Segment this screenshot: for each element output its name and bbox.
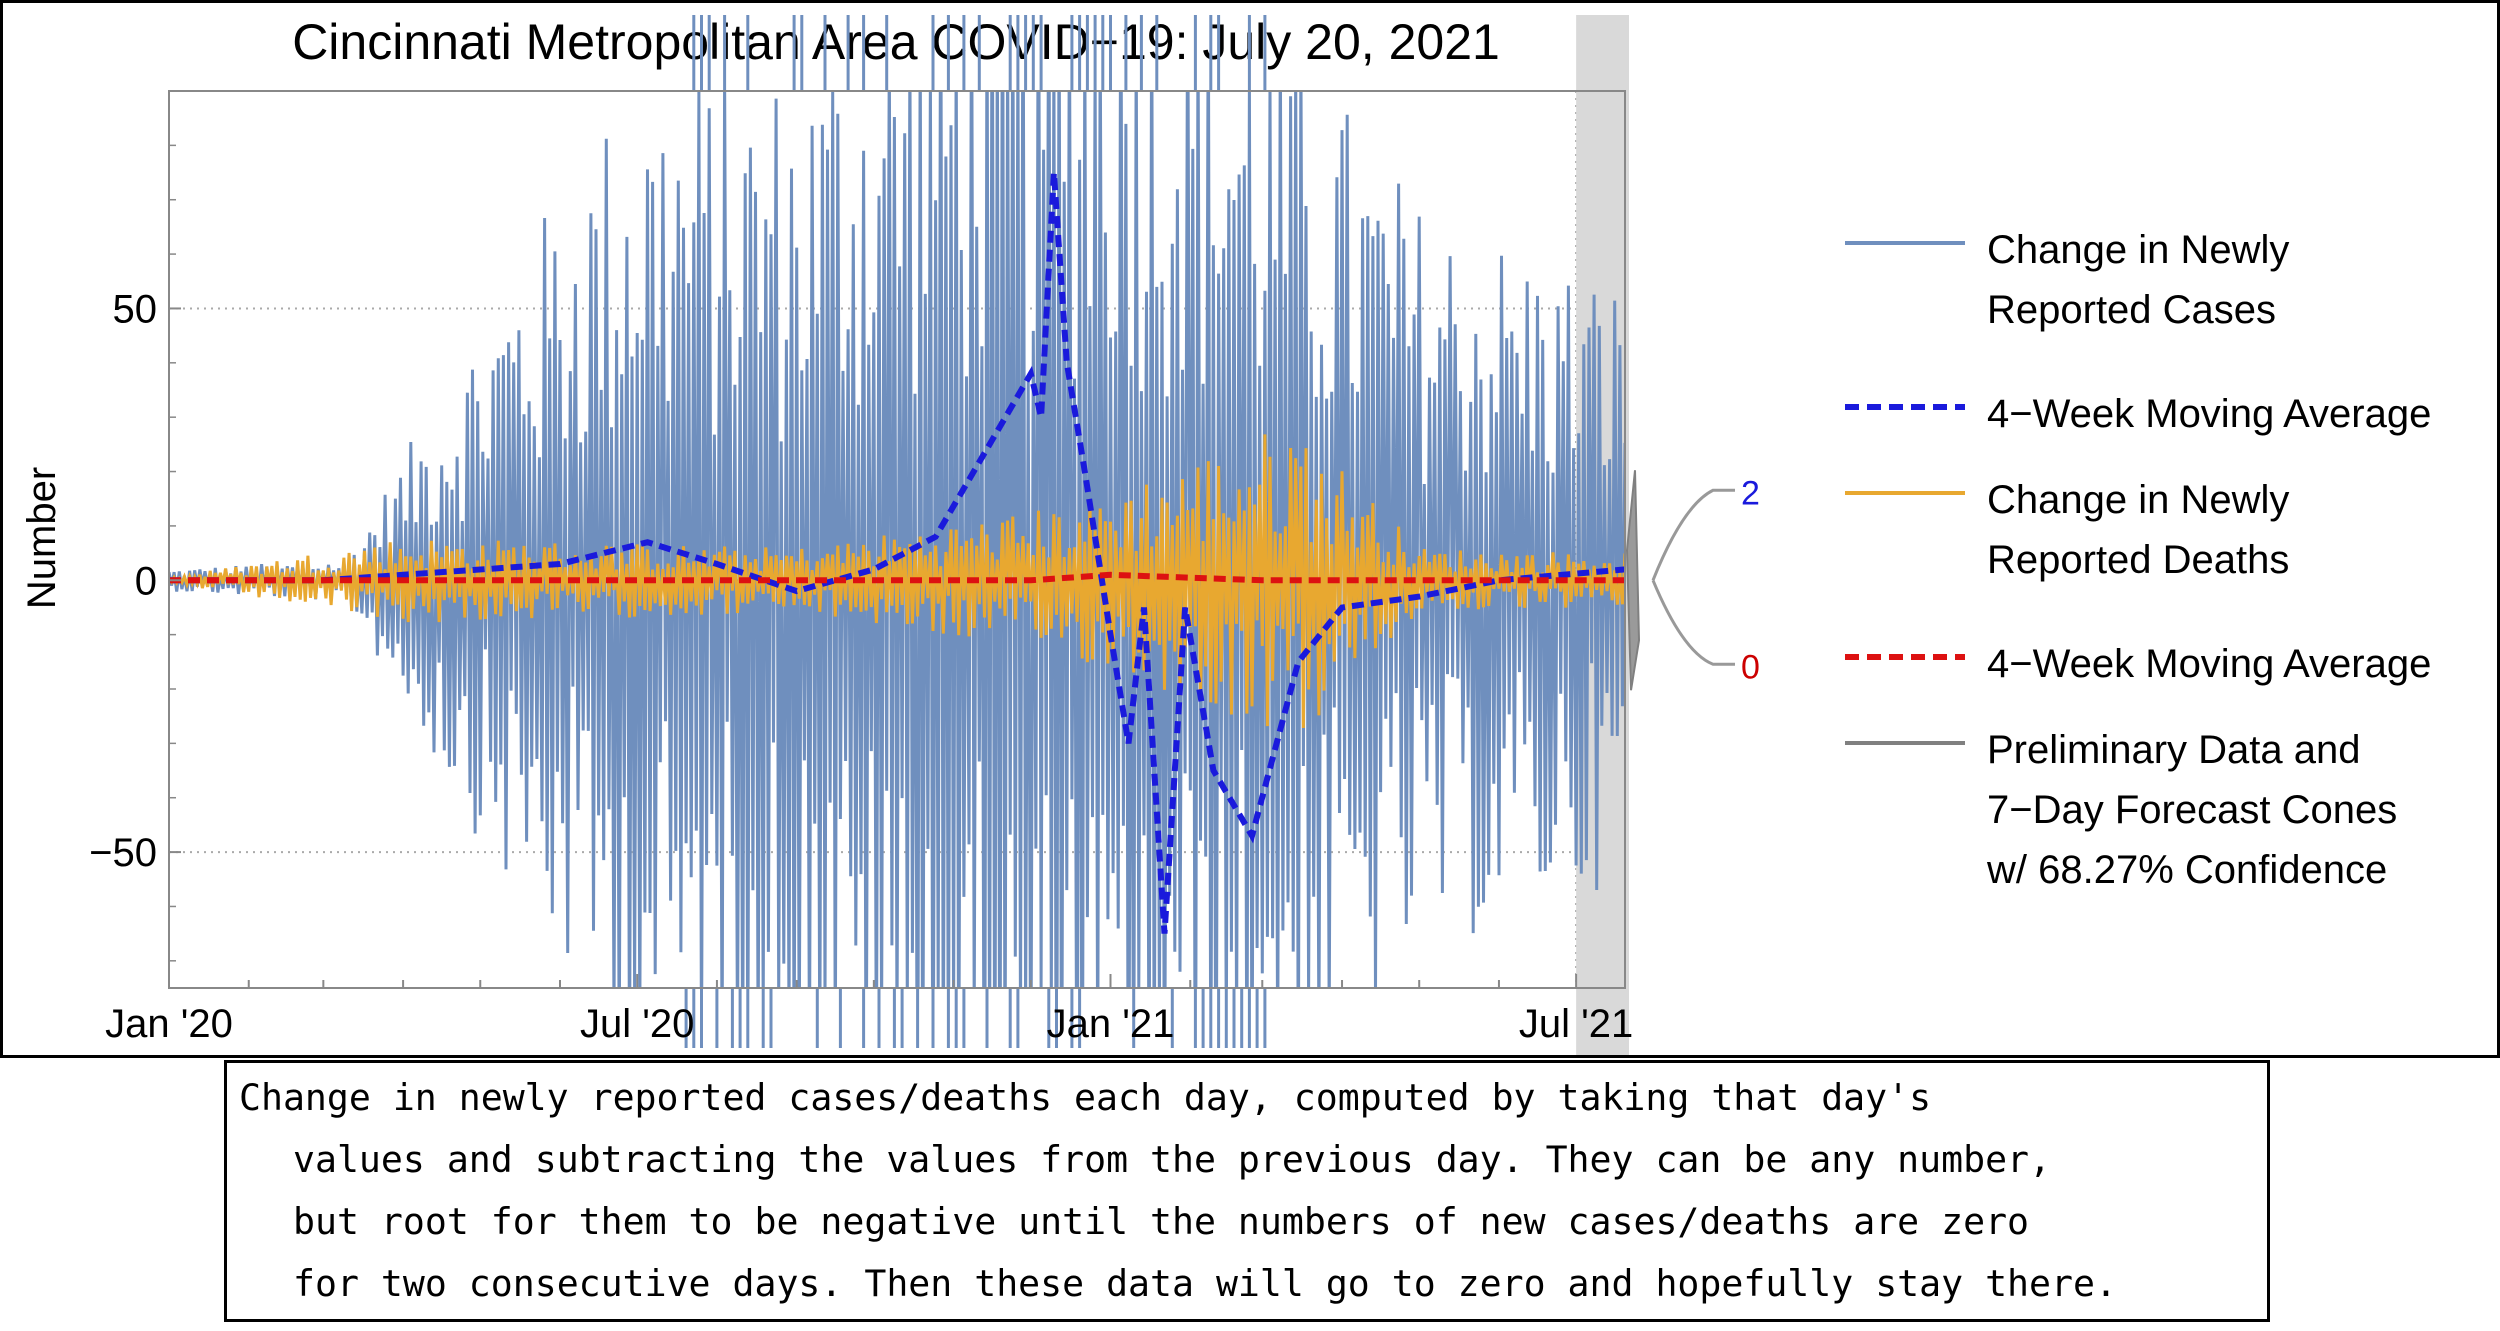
y-axis-label: Number xyxy=(20,467,64,609)
forecast-cone-shape xyxy=(1625,470,1641,691)
series-deaths-line xyxy=(169,434,1625,729)
caption-line-2: values and subtracting the values from t… xyxy=(293,1138,2051,1181)
series-layer xyxy=(169,91,1625,988)
forecast-label-cases: 2 xyxy=(1741,474,1760,512)
series-cases-overflow-top xyxy=(692,15,1267,91)
x-tick-label: Jul '21 xyxy=(1519,1002,1633,1046)
caption-line-4: for two consecutive days. Then these dat… xyxy=(293,1262,2117,1305)
series-cases-moving-average xyxy=(169,172,1625,934)
forecast-bracket-upper xyxy=(1651,488,1735,581)
legend-label-5: w/ 68.27% Confidence xyxy=(1986,848,2387,892)
series-overflow xyxy=(684,15,1267,1048)
legend-label-1: Reported Cases xyxy=(1987,288,2276,332)
plot-border xyxy=(168,90,1626,989)
chart: Cincinnati Metropolitan Area COVID−19: J… xyxy=(20,14,2431,1055)
legend: Change in Newly Reported Cases 4−Week Movi… xyxy=(1845,228,2431,892)
series-cases-overflow-bottom xyxy=(684,988,1267,1048)
series-cases-line xyxy=(169,91,1625,988)
y-tick-label: 50 xyxy=(113,287,158,331)
legend-label-5: Preliminary Data and xyxy=(1987,728,2361,772)
forecast-cones: 20 xyxy=(1625,470,1760,691)
forecast-bracket-lower xyxy=(1651,579,1735,666)
series-deaths-moving-average xyxy=(169,571,1625,584)
caption-line-3: but root for them to be negative until t… xyxy=(293,1200,2030,1243)
y-tick-label: −50 xyxy=(89,831,157,875)
chart-frame: Cincinnati Metropolitan Area COVID−19: J… xyxy=(0,0,2500,1058)
chart-title: Cincinnati Metropolitan Area COVID−19: J… xyxy=(292,14,1500,70)
x-tick-label: Jul '20 xyxy=(580,1002,694,1046)
legend-label-1: Change in Newly xyxy=(1987,228,2289,272)
axis-ticks: 50 0 −50 Jan '20 Jul '20 Jan '21 Jul '21 xyxy=(89,90,1633,1046)
x-tick-label: Jan '20 xyxy=(105,1002,233,1046)
caption-box: Change in newly reported cases/deaths ea… xyxy=(224,1060,2270,1322)
caption-line-1: Change in newly reported cases/deaths ea… xyxy=(239,1076,1932,1119)
legend-label-3: Reported Deaths xyxy=(1987,538,2289,582)
legend-label-4: 4−Week Moving Average xyxy=(1987,642,2431,686)
legend-label-3: Change in Newly xyxy=(1987,478,2289,522)
y-tick-label: 0 xyxy=(135,559,157,603)
legend-label-5: 7−Day Forecast Cones xyxy=(1987,788,2397,832)
legend-label-2: 4−Week Moving Average xyxy=(1987,392,2431,436)
forecast-label-deaths: 0 xyxy=(1741,648,1760,686)
x-tick-label: Jan '21 xyxy=(1047,1002,1175,1046)
